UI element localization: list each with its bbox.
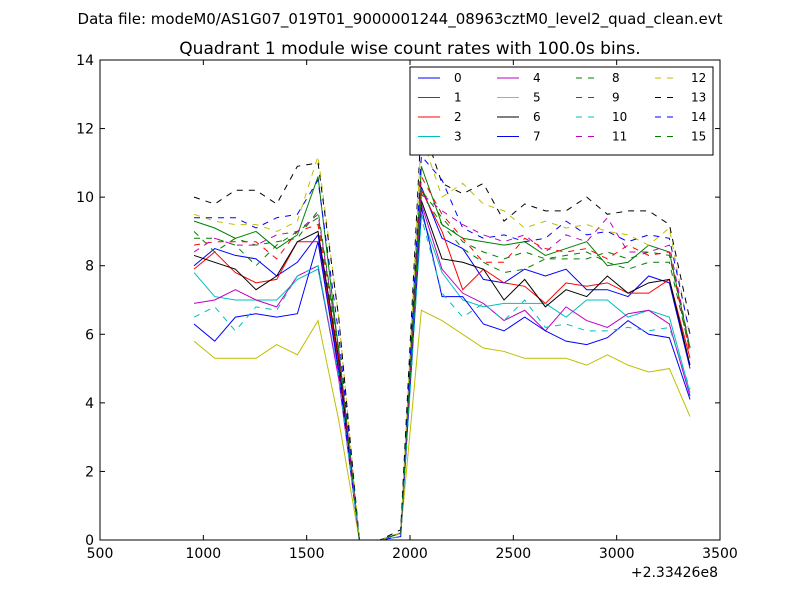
- legend-entry-4: 4: [497, 71, 541, 85]
- y-tick-label: 0: [85, 533, 94, 549]
- x-offset-label: +2.33426e8: [631, 565, 718, 581]
- legend-label: 8: [612, 71, 620, 85]
- legend-entry-10: 10: [576, 110, 627, 124]
- legend-box: [409, 66, 714, 156]
- y-tick-label: 14: [76, 53, 94, 69]
- legend-entry-8: 8: [576, 71, 620, 85]
- legend-entry-11: 11: [576, 130, 627, 144]
- legend-entry-2: 2: [418, 110, 462, 124]
- x-tick-label: 1000: [186, 546, 222, 562]
- legend-label: 5: [533, 91, 541, 105]
- legend-entry-5: 5: [497, 91, 541, 105]
- legend-label: 12: [691, 71, 706, 85]
- legend-entry-13: 13: [655, 91, 706, 105]
- legend-label: 1: [454, 91, 462, 105]
- chart-title: Quadrant 1 module wise count rates with …: [179, 39, 640, 59]
- y-tick-label: 6: [85, 327, 94, 343]
- y-tick-label: 4: [85, 396, 94, 412]
- legend-label: 7: [533, 130, 541, 144]
- legend-label: 3: [454, 130, 462, 144]
- figure-suptitle: Data file: modeM0/AS1G07_019T01_90000012…: [78, 10, 723, 29]
- y-tick-label: 8: [85, 259, 94, 275]
- legend-label: 2: [454, 110, 462, 124]
- legend-entry-3: 3: [418, 130, 462, 144]
- legend-label: 6: [533, 110, 541, 124]
- x-tick-label: 500: [87, 546, 114, 562]
- x-tick-label: 2500: [496, 546, 532, 562]
- series-line-3: [193, 214, 691, 541]
- y-tick-label: 2: [85, 464, 94, 480]
- y-tick-label: 10: [76, 190, 94, 206]
- legend-label: 4: [533, 71, 541, 85]
- x-tick-label: 3000: [599, 546, 635, 562]
- legend-label: 13: [691, 91, 706, 105]
- x-tick-label: 1500: [289, 546, 325, 562]
- series-line-9: [193, 174, 691, 541]
- legend-entry-6: 6: [497, 110, 541, 124]
- series-line-8: [193, 192, 691, 541]
- legend-entry-1: 1: [418, 91, 462, 105]
- series-line-12: [193, 135, 691, 541]
- series-line-13: [193, 121, 691, 541]
- legend-entry-9: 9: [576, 91, 620, 105]
- series-line-2: [193, 188, 691, 541]
- legend-entry-7: 7: [497, 130, 541, 144]
- series-line-4: [193, 203, 691, 541]
- legend-entry-12: 12: [655, 71, 706, 85]
- x-tick-label: 3500: [702, 546, 738, 562]
- legend-label: 10: [612, 110, 627, 124]
- legend-label: 14: [691, 110, 706, 124]
- series-line-15: [194, 188, 691, 541]
- legend-entry-0: 0: [418, 71, 462, 85]
- legend-label: 11: [612, 130, 627, 144]
- legend-entry-14: 14: [655, 110, 706, 124]
- series-layer: [193, 121, 691, 541]
- series-line-6: [193, 200, 691, 541]
- series-line-10: [193, 217, 691, 541]
- legend-label: 15: [691, 130, 706, 144]
- x-tick-label: 2000: [392, 546, 428, 562]
- series-line-7: [193, 207, 691, 541]
- series-line-14: [194, 154, 691, 541]
- legend-entry-15: 15: [655, 130, 706, 144]
- series-line-5: [193, 309, 691, 541]
- legend-label: 9: [612, 91, 620, 105]
- y-tick-label: 12: [76, 122, 94, 138]
- legend-label: 0: [454, 71, 462, 85]
